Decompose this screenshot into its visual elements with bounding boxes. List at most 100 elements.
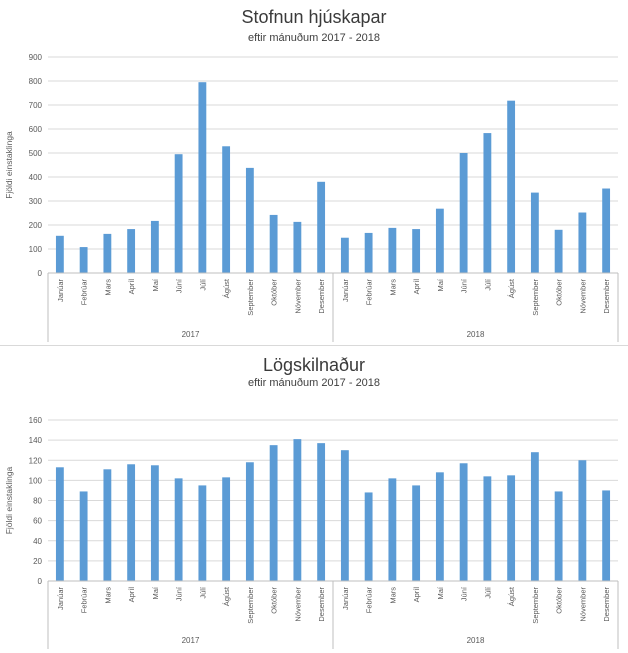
bar <box>103 233 112 273</box>
x-tick-label: Apríl <box>412 279 421 295</box>
chart-title: Lögskilnaður <box>262 355 366 375</box>
bar <box>317 443 326 581</box>
bar <box>459 153 468 273</box>
x-tick-label: Júlí <box>198 278 207 291</box>
x-tick-label: Mars <box>388 587 397 604</box>
x-tick-label: Nóvember <box>578 587 587 622</box>
y-tick-label: 80 <box>33 497 42 506</box>
x-tick-label: Desember <box>602 279 611 314</box>
x-tick-label: Febrúar <box>365 279 374 306</box>
x-tick-label: Ágúst <box>222 586 231 606</box>
bar <box>578 212 587 273</box>
x-tick-label: Júlí <box>483 278 492 291</box>
bar <box>388 478 397 581</box>
x-tick-label: Janúar <box>56 279 65 302</box>
bar-chart-divorces: 0 20 40 60 80 100 120 140 160 Fjöldi einstaklinga… <box>4 416 619 649</box>
x-tick-label: Febrúar <box>365 587 374 614</box>
bar <box>198 485 207 581</box>
x-tick-label: Febrúar <box>80 587 89 614</box>
x-tick-label: Apríl <box>127 587 136 603</box>
x-tick-label: Desember <box>602 587 611 622</box>
x-tick-label: Janúar <box>341 279 350 302</box>
group-label: 2017 <box>182 330 200 339</box>
x-tick-label: Janúar <box>56 587 65 610</box>
x-tick-label: Júlí <box>483 586 492 599</box>
x-tick-label: Janúar <box>341 587 350 610</box>
x-tick-label: Apríl <box>127 279 136 295</box>
y-tick-label: 800 <box>29 77 43 86</box>
y-tick-label: 140 <box>29 436 43 445</box>
bar <box>388 227 397 273</box>
bar <box>79 247 88 273</box>
bar <box>483 133 492 273</box>
x-tick-label: Mars <box>103 587 112 604</box>
bar <box>79 491 88 581</box>
y-tick-label: 0 <box>38 577 43 586</box>
bar <box>222 146 231 273</box>
bar <box>364 232 373 273</box>
y-axis-title: Fjöldi einstaklinga <box>4 131 14 199</box>
bar <box>150 220 159 273</box>
x-tick-label: Maí <box>151 278 160 291</box>
bar <box>55 467 64 581</box>
bar <box>127 229 136 273</box>
y-tick-label: 900 <box>29 53 43 62</box>
bar <box>554 229 563 273</box>
y-tick-label: 20 <box>33 557 42 566</box>
y-tick-label: 100 <box>29 245 43 254</box>
x-tick-label: Nóvember <box>293 279 302 314</box>
group-label: 2018 <box>467 330 485 339</box>
bar <box>602 490 611 581</box>
x-tick-label: Nóvember <box>578 279 587 314</box>
bar <box>293 439 302 581</box>
x-tick-label: Ágúst <box>507 586 516 606</box>
group-label: 2018 <box>467 636 485 645</box>
bar <box>127 464 136 581</box>
y-tick-label: 600 <box>29 125 43 134</box>
x-tick-label: Maí <box>436 586 445 599</box>
bar <box>317 181 326 273</box>
bar <box>174 478 183 581</box>
bar <box>150 465 159 581</box>
chart-panel-marriages: Stofnun hjúskapar eftir mánuðum 2017 - 2… <box>4 7 619 342</box>
bar <box>412 229 421 273</box>
y-tick-label: 500 <box>29 149 43 158</box>
bar <box>483 476 492 581</box>
x-tick-label: Júní <box>460 278 469 293</box>
chart-panel-divorces: Lögskilnaður eftir mánuðum 2017 - 2018 0… <box>0 346 628 653</box>
chart-subtitle: eftir mánuðum 2017 - 2018 <box>247 377 381 389</box>
chart-title: Stofnun hjúskapar <box>241 7 387 27</box>
x-tick-label: September <box>246 586 255 623</box>
bar <box>459 463 468 581</box>
y-tick-label: 40 <box>33 537 42 546</box>
x-tick-label: Apríl <box>412 587 421 603</box>
x-tick-label: Mars <box>103 279 112 296</box>
y-tick-label: 60 <box>33 517 42 526</box>
bar <box>293 221 302 273</box>
bar <box>530 452 539 581</box>
chart-subtitle: eftir mánuðum 2017 - 2018 <box>247 32 381 44</box>
bar <box>602 188 611 273</box>
bar <box>103 469 112 581</box>
bar-chart-marriages: 0 100 200 300 400 500 600 700 800 900 Fjöldi einst… <box>4 53 619 342</box>
x-tick-label: September <box>531 586 540 623</box>
panel-divider <box>0 345 628 346</box>
y-tick-label: 200 <box>29 221 43 230</box>
bar <box>507 100 516 274</box>
x-tick-label: Nóvember <box>293 587 302 622</box>
bar <box>364 492 373 581</box>
bar <box>269 214 278 273</box>
x-tick-label: Ágúst <box>507 278 516 298</box>
bar <box>55 235 64 273</box>
bar <box>530 192 539 273</box>
bar <box>578 460 587 581</box>
x-tick-label: September <box>246 278 255 315</box>
x-tick-label: Júní <box>175 278 184 293</box>
x-tick-label: Ágúst <box>222 278 231 298</box>
x-tick-label: Maí <box>151 586 160 599</box>
group-label: 2017 <box>182 636 200 645</box>
y-tick-label: 0 <box>38 269 43 278</box>
x-tick-label: Október <box>270 279 279 306</box>
bar <box>269 445 278 581</box>
bar <box>174 154 183 273</box>
